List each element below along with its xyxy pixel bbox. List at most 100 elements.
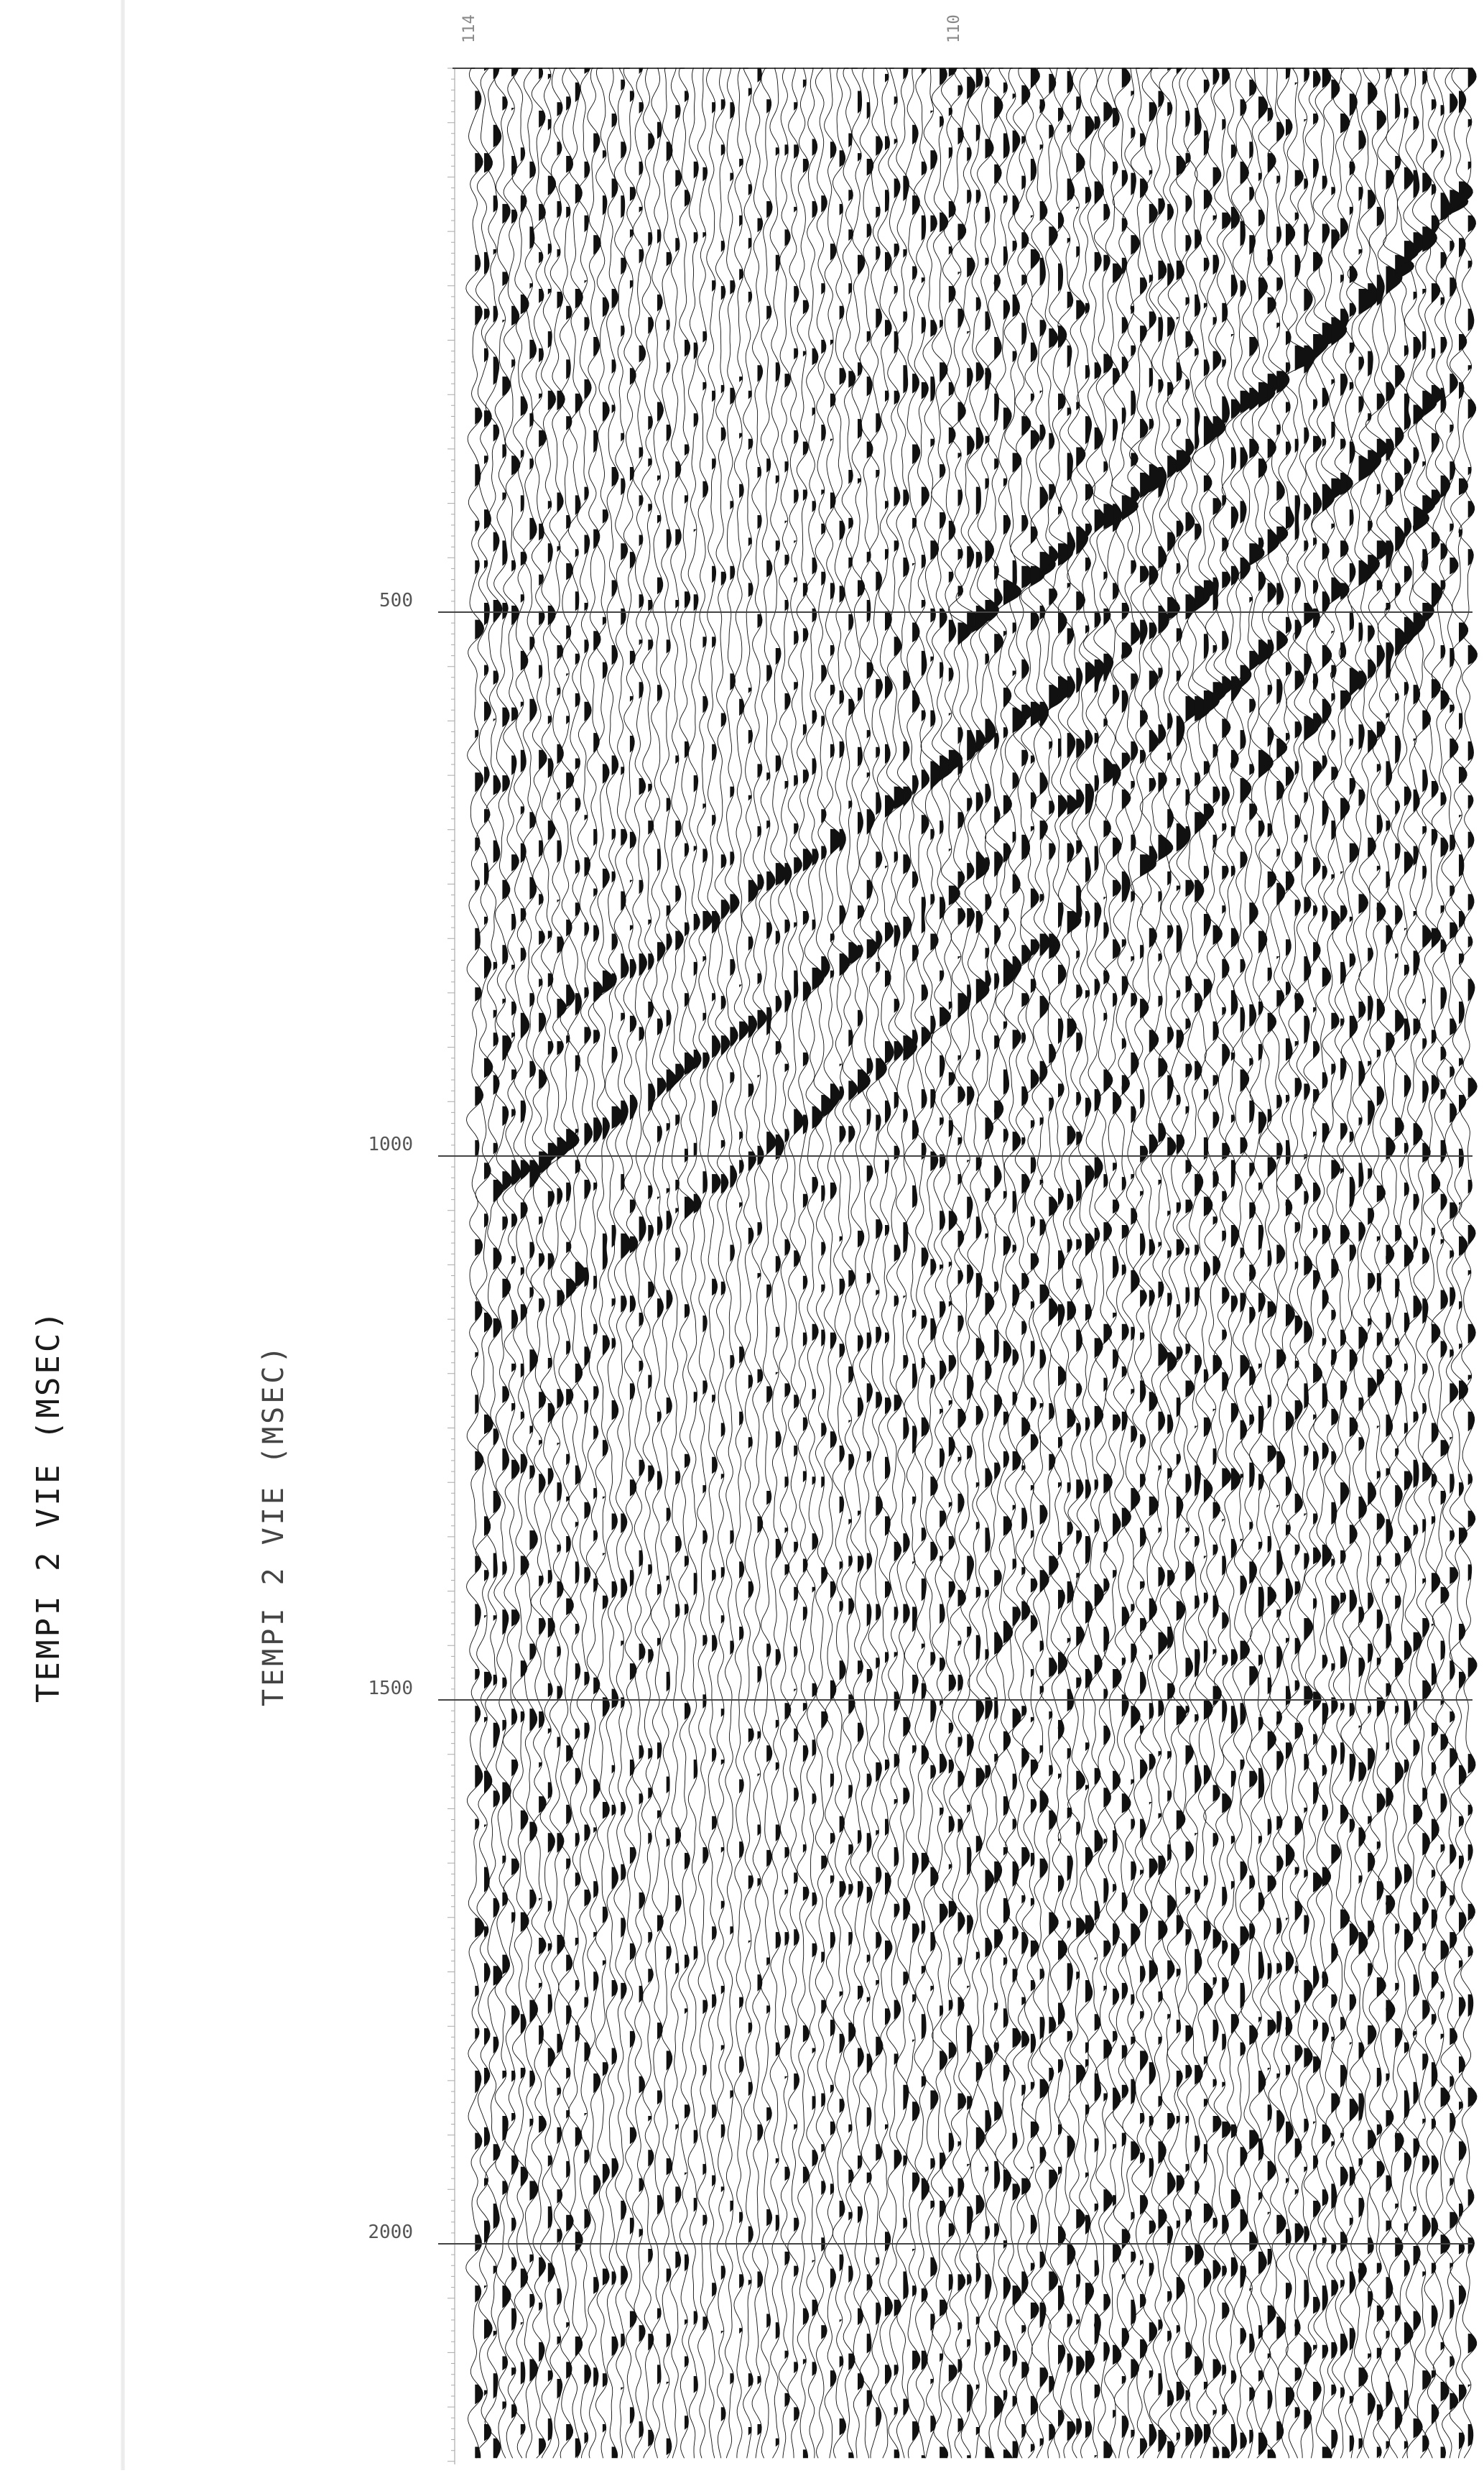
trace-fill-54 [957, 85, 971, 2459]
trace-69 [1083, 68, 1107, 2459]
y-tick-label-500: 500 [379, 590, 413, 611]
trace-83 [1212, 68, 1233, 2459]
trace-79 [1176, 68, 1200, 2459]
trace-fill-43 [858, 91, 871, 2390]
trace-fill-90 [1286, 68, 1295, 2459]
trace-fill-56 [975, 68, 990, 2436]
trace-fill-2 [484, 68, 493, 2441]
trace-76 [1147, 68, 1174, 2459]
trace-fill-26 [702, 167, 713, 2331]
trace-40 [822, 68, 843, 2459]
trace-fill-51 [930, 111, 943, 2433]
trace-fill-68 [1085, 116, 1097, 2439]
trace-fill-44 [866, 102, 878, 2408]
trace-fill-12 [575, 82, 587, 2459]
trace-fill-84 [1230, 144, 1242, 2453]
trace-fill-41 [839, 150, 850, 2436]
trace-45 [866, 68, 887, 2459]
trace-fill-71 [1113, 108, 1122, 2459]
trace-fill-63 [1039, 99, 1056, 2447]
trace-fill-17 [621, 79, 631, 2390]
trace-100 [1365, 68, 1389, 2459]
trace-fill-22 [666, 142, 677, 2456]
trace-fill-92 [1304, 68, 1319, 2430]
trace-61 [1010, 68, 1036, 2459]
trace-55 [955, 68, 985, 2459]
trace-fill-16 [611, 114, 623, 2459]
trace-fill-57 [985, 76, 999, 2459]
trace-fill-36 [794, 102, 804, 2422]
trace-fill-10 [557, 102, 569, 2399]
trace-4 [493, 68, 513, 2459]
trace-49 [904, 68, 921, 2459]
trace-fill-108 [1450, 93, 1468, 2410]
trace-fill-85 [1240, 99, 1253, 2450]
trace-fill-104 [1413, 116, 1429, 2439]
trace-fill-47 [894, 96, 908, 2459]
trace-fill-110 [1467, 68, 1478, 2447]
trace-80 [1185, 68, 1211, 2459]
trace-21 [650, 68, 667, 2459]
trace-fill-79 [1185, 111, 1200, 2447]
trace-fill-82 [1212, 68, 1227, 2459]
trace-90 [1276, 68, 1296, 2459]
trace-67 [1067, 68, 1089, 2459]
minor-ticks [447, 68, 455, 2462]
trace-101 [1376, 68, 1403, 2459]
trace-10 [546, 68, 570, 2459]
trace-63 [1029, 68, 1056, 2459]
trace-fill-80 [1195, 108, 1211, 2447]
trace-fill-35 [784, 144, 792, 2408]
trace-102 [1383, 68, 1415, 2459]
trace-fill-62 [1030, 68, 1045, 2453]
trace-58 [984, 68, 1004, 2459]
trace-fill-8 [539, 68, 552, 2456]
trace-fill-101 [1386, 68, 1403, 2450]
trace-fill-81 [1203, 79, 1220, 2444]
trace-fill-48 [903, 68, 917, 2416]
trace-fill-109 [1459, 91, 1473, 2450]
trace-fill-25 [693, 161, 701, 2393]
tick-labels: 500 1000 1500 2000 114 110 [368, 14, 963, 2243]
trace-fill-59 [1003, 82, 1022, 2459]
trace-fill-67 [1076, 96, 1088, 2436]
trace-18 [623, 68, 639, 2459]
trace-fill-13 [584, 68, 593, 2444]
trace-107 [1431, 68, 1452, 2459]
trace-fill-73 [1131, 91, 1141, 2439]
y-tick-label-2000: 2000 [368, 2222, 413, 2243]
trace-fill-96 [1340, 114, 1353, 2399]
trace-fill-86 [1249, 79, 1264, 2444]
trace-106 [1420, 68, 1444, 2459]
trace-fill-60 [1012, 93, 1026, 2459]
trace-fill-83 [1222, 68, 1233, 2459]
grid-lines [438, 611, 1473, 2245]
trace-32 [751, 68, 767, 2459]
trace-fill-38 [812, 139, 825, 2377]
trace-fill-88 [1267, 108, 1279, 2459]
trace-fill-20 [648, 133, 655, 2447]
trace-19 [632, 68, 647, 2459]
trace-17 [613, 68, 632, 2459]
trace-96 [1330, 68, 1353, 2459]
trace-14 [585, 68, 603, 2459]
trace-42 [841, 68, 861, 2459]
trace-fill-95 [1331, 79, 1347, 2450]
trace-38 [804, 68, 825, 2459]
trace-fill-7 [529, 161, 540, 2382]
trace-57 [975, 68, 999, 2459]
trace-30 [733, 68, 749, 2459]
trace-fill-55 [967, 76, 985, 2459]
trace-33 [759, 68, 776, 2459]
trace-fill-89 [1276, 121, 1289, 2441]
trace-fill-58 [994, 96, 1003, 2419]
trace-fill-28 [720, 99, 730, 2422]
trace-48 [894, 68, 918, 2459]
trace-41 [830, 68, 850, 2459]
trace-39 [813, 68, 835, 2459]
trace-23 [668, 68, 685, 2459]
trace-label-110: 110 [945, 14, 963, 43]
trace-2 [475, 68, 493, 2459]
trace-fill-27 [712, 102, 721, 2297]
trace-fill-103 [1404, 68, 1419, 2450]
